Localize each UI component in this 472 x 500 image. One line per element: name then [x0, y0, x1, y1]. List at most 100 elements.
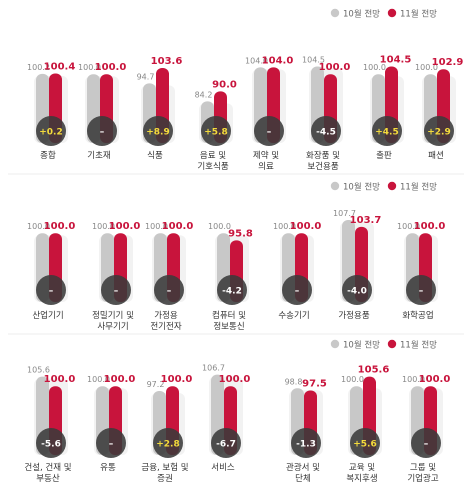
data-label-prev: 97.2 — [147, 380, 165, 389]
category-group: 98.8 97.5 -1.3 관광서 및 단체 — [285, 377, 327, 484]
data-label-prev: 100.0 — [363, 63, 386, 72]
category-label: 금융, 보험 및 증권 — [141, 462, 188, 484]
category-group: 94.7 103.6 +8.9 식품 — [137, 56, 183, 161]
diff-label: -4.2 — [222, 287, 242, 297]
legend-marker-curr — [387, 181, 397, 191]
legend-label-curr: 11월 전망 — [400, 9, 437, 20]
diff-label: – — [100, 128, 105, 138]
category-label-line: 유통 — [100, 463, 116, 473]
diff-label: – — [419, 287, 424, 297]
diff-circle — [342, 275, 372, 305]
data-label-curr: 100.0 — [104, 374, 136, 385]
chart-group-1: 10월 전망 11월 전망100.2100.4+0.2종합100.0100.0–기… — [8, 9, 464, 175]
chart-group-2: 10월 전망 11월 전망100.0100.0–산업기기100.0100.0–정밀… — [8, 182, 464, 335]
diff-label: +0.2 — [39, 128, 62, 138]
diff-label: – — [114, 287, 119, 297]
diff-label: +2.8 — [156, 440, 179, 450]
diff-circle — [291, 428, 321, 458]
diff-label: -4.5 — [316, 128, 336, 138]
diff-circle — [217, 275, 247, 305]
data-label-curr: 95.8 — [228, 228, 253, 239]
category-label: 관광서 및 단체 — [286, 462, 320, 484]
diff-circle — [211, 428, 241, 458]
data-label-prev: 100.0 — [87, 375, 110, 384]
category-label: 그룹 및 기업광고 — [407, 462, 438, 484]
diff-circle — [411, 428, 441, 458]
legend-marker-prev — [330, 181, 340, 191]
legend-marker-curr — [387, 339, 397, 349]
category-label-line: 가정용품 — [338, 310, 369, 321]
data-label-curr: 104.5 — [380, 54, 412, 65]
category-label: 교육 및 복지후생 — [346, 462, 377, 484]
category-label-line: 기업광고 — [407, 473, 438, 484]
data-label-curr: 102.9 — [432, 57, 464, 68]
legend: 10월 전망 11월 전망 — [330, 339, 437, 351]
data-label-prev: 100.0 — [208, 222, 231, 231]
category-label: 컴퓨터 및 정보통신 — [212, 310, 246, 332]
diff-label: – — [109, 440, 114, 450]
diff-label: – — [295, 287, 300, 297]
category-label-line: 제약 및 — [253, 150, 279, 161]
category-label-line: 부동산 — [36, 473, 60, 484]
data-label-curr: 100.0 — [109, 221, 141, 232]
category-label-line: 복지후생 — [346, 473, 377, 484]
data-label-prev: 104.5 — [302, 55, 325, 64]
legend-marker-curr — [387, 8, 397, 18]
diff-circle — [311, 116, 341, 146]
legend-label-prev: 10월 전망 — [343, 340, 380, 351]
data-label-prev: 100.0 — [145, 222, 168, 231]
diff-label: – — [424, 440, 429, 450]
data-label-prev: 100.0 — [415, 63, 438, 72]
diff-circle — [143, 116, 173, 146]
category-label-line: 화장품 및 — [306, 150, 340, 161]
data-label-prev: 104.0 — [245, 56, 268, 65]
diff-label: -4.0 — [347, 287, 367, 297]
diff-label: +2.9 — [427, 128, 450, 138]
category-label-line: 금융, 보험 및 — [141, 462, 188, 473]
data-label-prev: 100.0 — [92, 222, 115, 231]
data-label-curr: 90.0 — [212, 79, 237, 90]
diff-circle — [424, 116, 454, 146]
diff-label: +5.8 — [204, 128, 227, 138]
category-label-line: 전기전자 — [150, 321, 181, 332]
data-label-curr: 97.5 — [302, 379, 327, 390]
data-label-curr: 104.0 — [262, 55, 294, 66]
category-label-line: 컴퓨터 및 — [212, 310, 246, 321]
data-label-curr: 100.0 — [319, 62, 351, 73]
diff-label: -6.7 — [216, 440, 236, 450]
category-label-line: 화학공업 — [402, 310, 433, 321]
category-label: 출판 — [376, 150, 392, 161]
category-label: 기초재 — [87, 151, 110, 161]
data-label-curr: 100.0 — [290, 221, 322, 232]
category-label-line: 산업기기 — [32, 310, 63, 321]
category-label: 정밀기기 및 사무기기 — [92, 310, 134, 332]
category-label-line: 종합 — [40, 151, 56, 161]
data-label-curr: 100.4 — [44, 62, 76, 73]
category-label-line: 음료 및 — [200, 150, 226, 161]
diff-circle — [282, 275, 312, 305]
data-label-curr: 100.0 — [219, 374, 251, 385]
diff-circle — [254, 116, 284, 146]
category-label-line: 그룹 및 — [410, 462, 436, 473]
diff-circle — [153, 428, 183, 458]
diff-label: -5.6 — [41, 440, 61, 450]
diff-label: +8.9 — [146, 128, 169, 138]
diff-circle — [36, 275, 66, 305]
category-label-line: 기초재 — [87, 151, 110, 161]
category-label-line: 건설, 건재 및 — [24, 462, 71, 473]
data-label-prev: 84.2 — [195, 90, 213, 99]
data-label-curr: 100.0 — [414, 221, 446, 232]
legend-marker-prev — [330, 339, 340, 349]
